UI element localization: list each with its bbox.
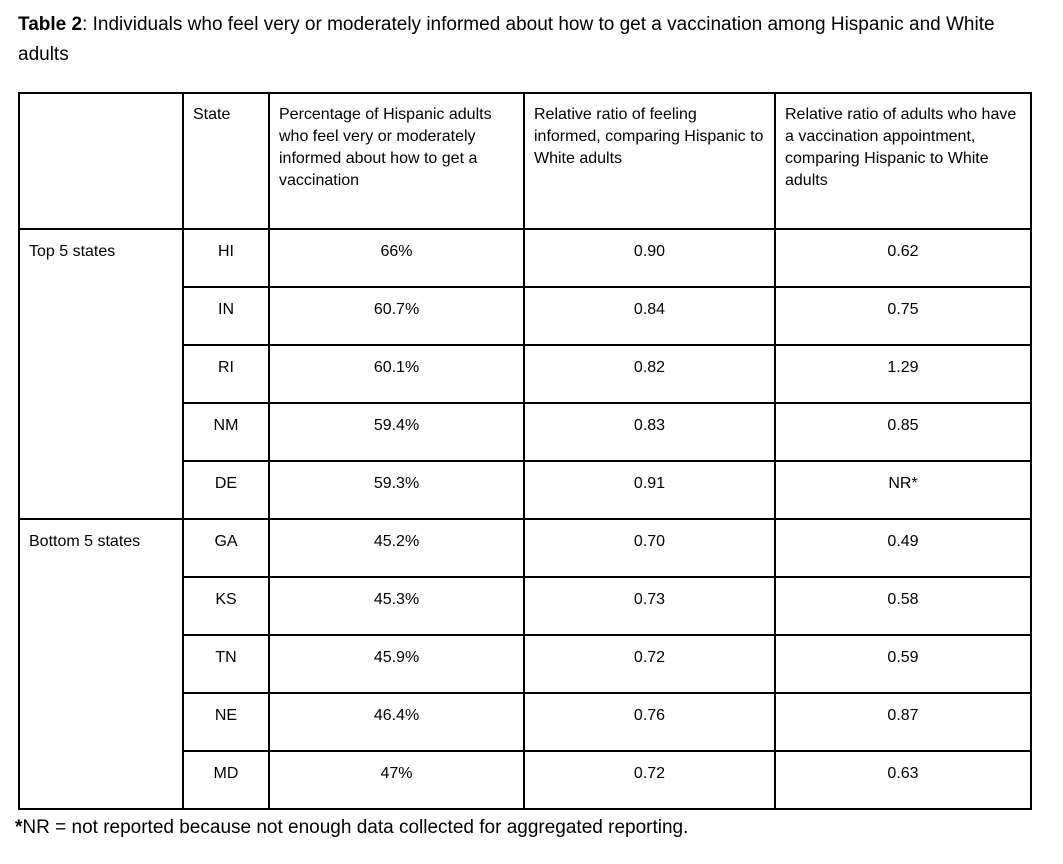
header-row: State Percentage of Hispanic adults who …: [18, 92, 1032, 230]
percentage-informed-cell: 45.9%: [268, 634, 525, 694]
table-row: TN 45.9% 0.72 0.59: [19, 634, 1032, 694]
table-row: DE 59.3% 0.91 NR*: [19, 460, 1032, 520]
ratio-appointment-cell: 0.58: [774, 576, 1032, 636]
state-cell: GA: [182, 518, 270, 578]
state-cell: DE: [182, 460, 270, 520]
state-cell: TN: [182, 634, 270, 694]
ratio-informed-cell: 0.73: [523, 576, 776, 636]
ratio-appointment-cell: NR*: [774, 460, 1032, 520]
table-row: Top 5 states HI 66% 0.90 0.62: [18, 228, 1032, 520]
ratio-appointment-cell: 0.85: [774, 402, 1032, 462]
percentage-informed-cell: 60.7%: [268, 286, 525, 346]
ratio-appointment-cell: 0.63: [774, 750, 1032, 810]
table-header: State Percentage of Hispanic adults who …: [18, 92, 1032, 230]
state-cell: IN: [182, 286, 270, 346]
state-cell: MD: [182, 750, 270, 810]
table-row: Bottom 5 states GA 45.2% 0.70 0.49: [18, 518, 1032, 810]
ratio-informed-cell: 0.90: [523, 228, 776, 288]
table-row: MD 47% 0.72 0.63: [19, 750, 1032, 810]
ratio-informed-cell: 0.83: [523, 402, 776, 462]
ratio-informed-cell: 0.76: [523, 692, 776, 752]
table-title: Table 2: Individuals who feel very or mo…: [18, 10, 1008, 70]
state-cell: NM: [182, 402, 270, 462]
state-cell: HI: [182, 228, 270, 288]
table-row: IN 60.7% 0.84 0.75: [19, 286, 1032, 346]
percentage-informed-cell: 66%: [268, 228, 525, 288]
percentage-informed-cell: 46.4%: [268, 692, 525, 752]
footnote: *NR = not reported because not enough da…: [15, 815, 1045, 841]
table-row: NM 59.4% 0.83 0.85: [19, 402, 1032, 462]
footnote-text: NR = not reported because not enough dat…: [22, 817, 689, 838]
header-group: [18, 92, 184, 230]
header-state: State: [182, 92, 270, 230]
ratio-informed-cell: 0.72: [523, 750, 776, 810]
percentage-informed-cell: 59.4%: [268, 402, 525, 462]
table-title-label: Table 2: [18, 14, 83, 35]
state-cell: RI: [182, 344, 270, 404]
header-percentage-informed: Percentage of Hispanic adults who feel v…: [268, 92, 525, 230]
state-cell: KS: [182, 576, 270, 636]
percentage-informed-cell: 60.1%: [268, 344, 525, 404]
ratio-appointment-cell: 0.62: [774, 228, 1032, 288]
ratio-informed-cell: 0.70: [523, 518, 776, 578]
table-body: Top 5 states HI 66% 0.90 0.62 IN 60.7% 0.84 0.75…: [18, 228, 1032, 810]
ratio-informed-cell: 0.82: [523, 344, 776, 404]
percentage-informed-cell: 59.3%: [268, 460, 525, 520]
ratio-appointment-cell: 0.75: [774, 286, 1032, 346]
percentage-informed-cell: 47%: [268, 750, 525, 810]
ratio-appointment-cell: 0.59: [774, 634, 1032, 694]
ratio-appointment-cell: 0.49: [774, 518, 1032, 578]
table-title-text: : Individuals who feel very or moderatel…: [18, 14, 995, 65]
percentage-informed-cell: 45.2%: [268, 518, 525, 578]
vaccination-informed-table: State Percentage of Hispanic adults who …: [18, 92, 1032, 810]
ratio-informed-cell: 0.84: [523, 286, 776, 346]
percentage-informed-cell: 45.3%: [268, 576, 525, 636]
ratio-appointment-cell: 0.87: [774, 692, 1032, 752]
state-cell: NE: [182, 692, 270, 752]
header-ratio-appointment: Relative ratio of adults who have a vacc…: [774, 92, 1032, 230]
table-row: KS 45.3% 0.73 0.58: [19, 576, 1032, 636]
ratio-informed-cell: 0.91: [523, 460, 776, 520]
table-row: NE 46.4% 0.76 0.87: [19, 692, 1032, 752]
group-label: Bottom 5 states: [18, 518, 184, 810]
header-ratio-informed: Relative ratio of feeling informed, comp…: [523, 92, 776, 230]
footnote-asterisk: *: [15, 817, 23, 838]
ratio-informed-cell: 0.72: [523, 634, 776, 694]
table-row: RI 60.1% 0.82 1.29: [19, 344, 1032, 404]
group-label: Top 5 states: [18, 228, 184, 520]
ratio-appointment-cell: 1.29: [774, 344, 1032, 404]
